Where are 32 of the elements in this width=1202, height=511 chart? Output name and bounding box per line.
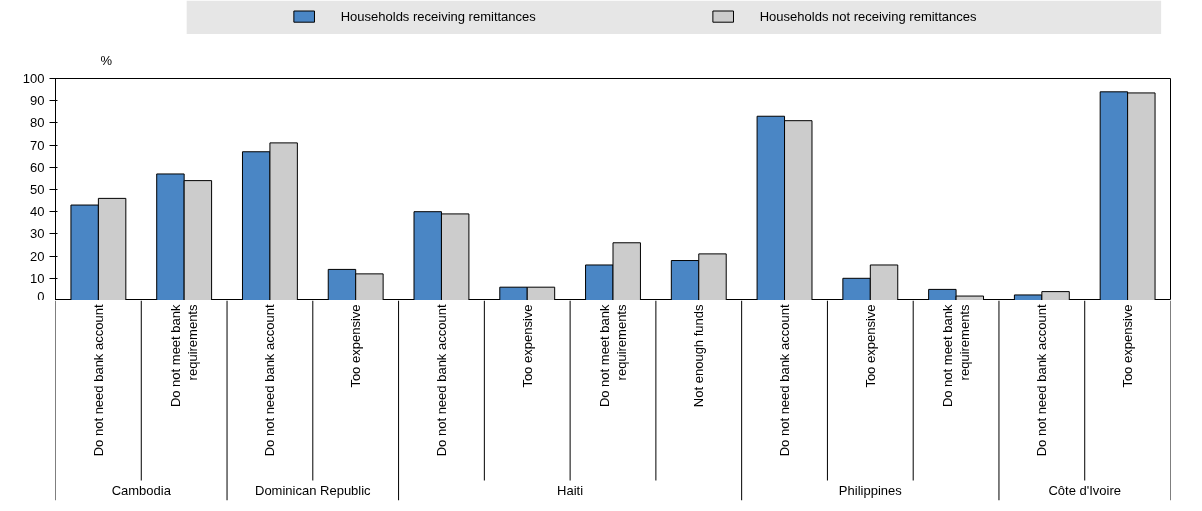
y-tick-label: 100 [22, 71, 45, 86]
x-tick-label: Do not need bank account [1034, 304, 1050, 457]
y-axis-title: % [100, 52, 113, 68]
y-tick-label: 30 [30, 226, 45, 242]
x-tick-label: Too expensive [862, 304, 878, 388]
y-tick-label: 20 [30, 248, 45, 264]
y-tick-label: 0 [37, 288, 45, 304]
x-tick-label: Do not need bank account [262, 304, 278, 457]
x-tick-label: Do not meet bank requirements [168, 304, 201, 408]
y-tick-label: 60 [30, 159, 45, 175]
text: Philippines [838, 483, 903, 498]
text: Haiti [557, 483, 584, 498]
y-tick-label: 50 [30, 182, 45, 197]
legend-label: Households receiving remittances [340, 9, 537, 25]
x-tick-label: Do not need bank account [777, 304, 793, 457]
y-tick-label: 70 [30, 137, 45, 153]
text: Dominican Republic [255, 483, 372, 498]
x-tick-label: Do not meet bank requirements [939, 304, 973, 408]
x-tick-label: Too expensive [348, 304, 364, 388]
x-tick-label: Do not meet bank requirements [596, 304, 630, 408]
x-tick-label: Do not need bank account [433, 304, 449, 457]
y-tick-label: 10 [30, 270, 45, 286]
x-tick-label: Too expensive [1120, 304, 1136, 388]
y-tick-label: 80 [30, 115, 45, 131]
x-tick-label: Do not need bank account [90, 304, 106, 457]
text: Côte d'Ivoire [1048, 483, 1122, 498]
y-tick-label: 40 [30, 204, 45, 220]
y-tick-label: 90 [30, 93, 45, 109]
text: Cambodia [111, 483, 172, 498]
legend-label: Households not receiving remittances [759, 9, 978, 25]
x-tick-label: Too expensive [519, 304, 535, 388]
x-tick-label: Not enough funds [691, 304, 707, 408]
